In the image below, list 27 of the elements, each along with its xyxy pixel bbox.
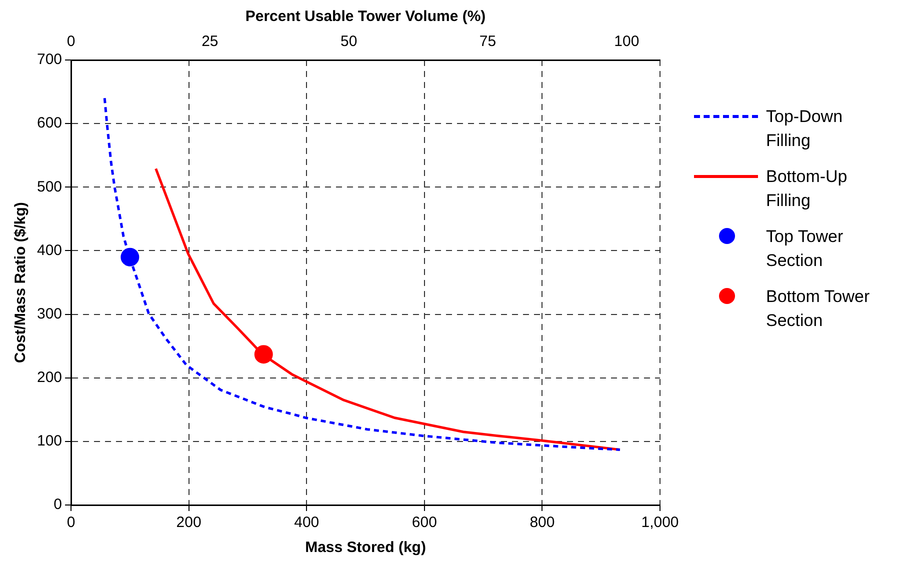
y-tick-label: 700 (36, 51, 62, 68)
y-tick-label: 400 (36, 242, 62, 259)
legend-label: Bottom Tower Section (766, 286, 871, 332)
legend-label: Top Tower Section (766, 226, 844, 272)
x2-tick-label: 50 (340, 33, 358, 50)
legend-label: Bottom-Up Filling (766, 166, 848, 212)
legend-label: Top-Down Filling (766, 106, 844, 152)
x-tick-label: 400 (294, 514, 320, 532)
x2-axis-title: Percent Usable Tower Volume (%) (245, 8, 486, 26)
x2-tick-label: 25 (202, 33, 218, 50)
y-tick-label: 0 (54, 496, 62, 514)
y-axis-title: Cost/Mass Ratio ($/kg) (12, 202, 30, 363)
x-tick-label: 200 (176, 514, 202, 532)
x-tick-label: 600 (412, 514, 437, 532)
x2-tick-label: 100 (614, 33, 640, 50)
x2-tick-label: 75 (479, 33, 496, 50)
y-tick-label: 200 (36, 369, 62, 386)
y-tick-label: 300 (36, 305, 62, 322)
x-axis-title: Mass Stored (kg) (305, 539, 426, 556)
x-tick-label: 800 (530, 514, 555, 532)
y-tick-label: 100 (36, 432, 62, 450)
x2-tick-label: 0 (66, 33, 76, 50)
x-tick-label: 1,000 (641, 514, 679, 532)
y-tick-label: 600 (36, 114, 62, 132)
x-tick-label: 0 (66, 514, 76, 532)
y-tick-label: 500 (36, 178, 62, 196)
line-series (103, 96, 622, 451)
